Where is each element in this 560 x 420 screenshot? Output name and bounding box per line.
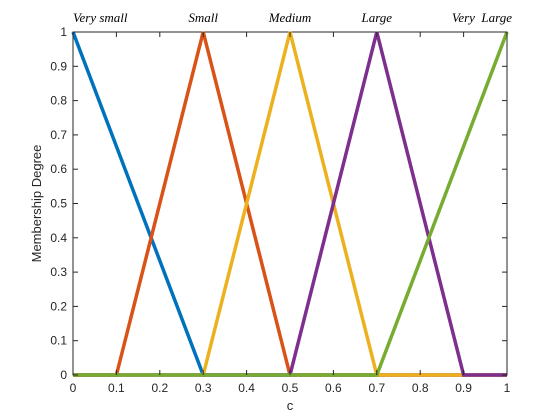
axes-box	[72, 31, 508, 376]
y-tick-label: 0.8	[50, 94, 67, 108]
membership-label: Small	[188, 10, 218, 25]
top-labels: Very small Small Medium Large Very Large	[73, 10, 512, 25]
x-tick-label: 0.2	[151, 381, 168, 395]
y-tick-label: 0.9	[50, 59, 67, 73]
x-tick-label: 0	[70, 381, 77, 395]
x-tick-label: 0.8	[412, 381, 429, 395]
y-tick-label: 0.5	[50, 197, 67, 211]
y-axis-label: Membership Degree	[29, 145, 44, 263]
membership-label: Medium	[268, 10, 312, 25]
membership-label: Very Large	[452, 10, 512, 25]
y-tick-label: 0.3	[50, 265, 67, 279]
y-tick-label: 0.4	[50, 231, 67, 245]
x-axis-label: c	[287, 398, 294, 413]
x-tick-label: 1	[504, 381, 511, 395]
x-tick-label: 0.4	[238, 381, 255, 395]
y-tick-label: 0	[60, 368, 67, 382]
x-tick-label: 0.5	[282, 381, 299, 395]
y-tick-label: 0.2	[50, 299, 67, 313]
x-tick-label: 0.1	[108, 381, 125, 395]
y-tick-label: 0.6	[50, 162, 67, 176]
membership-label: Large	[361, 10, 393, 25]
x-tick-label: 0.6	[325, 381, 342, 395]
y-tick-label: 0.7	[50, 128, 67, 142]
ticks-layer: 0 0.1 0.2 0.3 0.4 0.5 0.6 0.7 0.8 0.9 1 0 0.1 0.2 0.3 0…	[50, 25, 510, 395]
plot-area	[72, 31, 508, 376]
x-tick-label: 0.9	[455, 381, 472, 395]
membership-label: Very small	[73, 10, 128, 25]
x-tick-label: 0.7	[368, 381, 385, 395]
y-tick-label: 0.1	[50, 334, 67, 348]
x-tick-label: 0.3	[195, 381, 212, 395]
y-tick-label: 1	[60, 25, 67, 39]
